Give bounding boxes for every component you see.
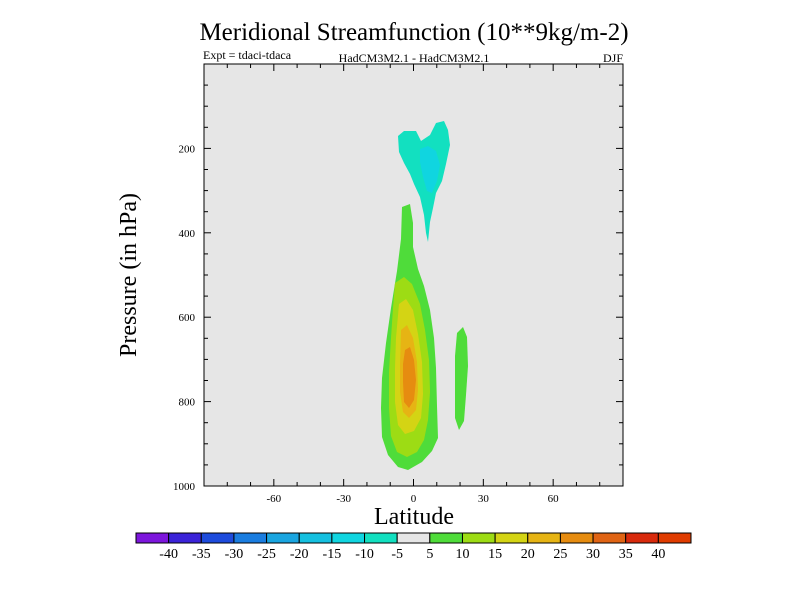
x-tick-label: -60 — [266, 493, 281, 505]
colorbar-swatch — [494, 532, 529, 544]
colorbar-label: 35 — [619, 547, 633, 562]
y-axis-label: Pressure (in hPa) — [116, 193, 142, 357]
colorbar-swatch — [396, 532, 431, 544]
contour-pos-25 — [403, 347, 416, 408]
subtitle-right: DJF — [603, 51, 623, 65]
colorbar-swatch — [135, 532, 170, 544]
x-tick-label: 30 — [478, 493, 490, 505]
colorbar-label: 10 — [455, 547, 469, 562]
colorbar-label: -10 — [355, 547, 374, 562]
colorbar-label: 40 — [651, 547, 665, 562]
colorbar-label: -25 — [257, 547, 276, 562]
y-tick-label: 400 — [179, 228, 196, 240]
colorbar-swatch — [298, 532, 333, 544]
x-tick-label: -30 — [336, 493, 351, 505]
subtitle-left: Expt = tdaci-tdaca — [203, 48, 292, 62]
y-tick-label: 200 — [179, 143, 196, 155]
colorbar-label: 20 — [521, 547, 535, 562]
colorbar-swatch — [266, 532, 300, 544]
colorbar-label: -5 — [391, 547, 403, 562]
colorbar-swatch — [657, 532, 692, 544]
contour-pos-5-secondary — [455, 327, 468, 430]
colorbar-label: -30 — [225, 547, 244, 562]
x-axis-label: Latitude — [374, 504, 454, 530]
contour-fills — [381, 121, 468, 470]
y-tick-label: 600 — [179, 312, 196, 324]
colorbar-swatch — [233, 532, 268, 544]
subtitle-center: HadCM3M2.1 - HadCM3M2.1 — [339, 51, 490, 65]
colorbar-label: 15 — [488, 547, 502, 562]
colorbar-swatch — [364, 532, 398, 544]
colorbar-swatch — [527, 532, 561, 544]
contour-neg-15 — [420, 146, 440, 193]
contour-neg-10 — [398, 121, 450, 242]
chart-title: Meridional Streamfunction (10**9kg/m-2) — [199, 19, 628, 46]
colorbar-label: -20 — [290, 547, 309, 562]
colorbar-label: -15 — [323, 547, 342, 562]
colorbar-swatch — [331, 532, 366, 544]
y-tick-label: 800 — [179, 397, 196, 409]
colorbar-swatch — [429, 532, 463, 544]
colorbar-swatch — [625, 532, 659, 544]
x-tick-label: 60 — [548, 493, 560, 505]
y-axis: 200 400 600 800 1000 — [173, 84, 623, 493]
colorbar-label: -35 — [192, 547, 211, 562]
colorbar-swatch — [559, 532, 594, 544]
colorbar-swatch — [168, 532, 202, 544]
colorbar: -40 -35 -30 -25 -20 -15 -10 -5 5 10 15 20 25 30 35 40 — [135, 532, 692, 562]
colorbar-label: 30 — [586, 547, 600, 562]
y-tick-label: 1000 — [173, 481, 196, 493]
x-axis: -60 -30 0 30 60 — [226, 64, 601, 505]
colorbar-label: 5 — [426, 547, 433, 562]
colorbar-label: -40 — [159, 547, 178, 562]
colorbar-swatch — [461, 532, 496, 544]
colorbar-swatch — [200, 532, 235, 544]
colorbar-swatch — [592, 532, 627, 544]
x-tick-label: 0 — [411, 493, 417, 505]
colorbar-label: 25 — [553, 547, 567, 562]
